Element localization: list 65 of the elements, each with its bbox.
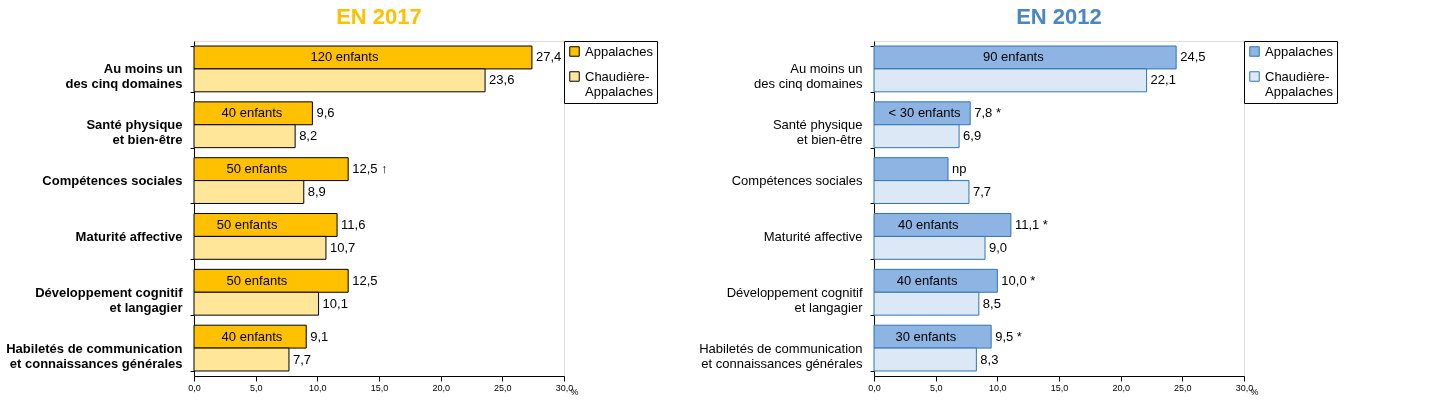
data-label: np xyxy=(952,161,967,177)
chart-title: EN 2017 xyxy=(336,4,422,29)
chart-title: EN 2012 xyxy=(1016,4,1102,29)
data-label: 11,6 xyxy=(341,216,366,232)
y-tick-label: Maturité affective xyxy=(763,228,863,244)
y-tick-label: Santé physique et bien-être xyxy=(86,117,183,148)
annotation: 50 enfants xyxy=(226,272,288,288)
data-label: 10,7 xyxy=(329,239,356,255)
data-label: 24,5 xyxy=(1180,49,1206,65)
x-tick-label: 0,0 xyxy=(188,382,201,393)
annotation: 50 enfants xyxy=(226,161,288,177)
y-tick-label: Au moins un des cinq domaines xyxy=(65,61,183,92)
y-tick-label: Maturité affective xyxy=(75,228,183,244)
data-label: 8,3 xyxy=(980,351,999,367)
data-label: 9,6 xyxy=(316,105,335,121)
y-tick-label: Habiletés de communication et connaissances générales xyxy=(699,340,863,371)
data-label: 12,5 ↑ xyxy=(352,161,388,177)
legend-label: Appalaches xyxy=(585,43,654,59)
data-label: 9,0 xyxy=(989,239,1008,255)
annotation: 40 enfants xyxy=(221,105,283,121)
x-tick-label: 15,0 xyxy=(1050,382,1069,393)
annotation: 90 enfants xyxy=(983,49,1045,65)
y-tick-label: Compétences sociales xyxy=(731,173,863,189)
x-tick-label: 15,0 xyxy=(370,382,389,393)
data-label: 9,5 * xyxy=(995,328,1022,344)
data-label: 12,5 xyxy=(352,272,378,288)
data-label: 7,7 xyxy=(292,351,312,367)
legend-label: Chaudière-Appalaches xyxy=(585,68,654,99)
y-tick-label: Développement cognitif et langagier xyxy=(35,284,184,315)
x-tick-label: 25,0 xyxy=(1174,382,1192,393)
annotation: < 30 enfants xyxy=(888,105,962,121)
y-tick-label: Développement cognitif et langagier xyxy=(726,284,864,315)
annotation: 30 enfants xyxy=(895,328,957,344)
data-label: 6,9 xyxy=(963,128,982,144)
data-label: 7,8 * xyxy=(974,105,1001,121)
y-tick-label: Santé physique et bien-être xyxy=(772,117,863,148)
data-label: 22,1 xyxy=(1150,72,1176,88)
y-tick-label: Habiletés de communication et connaissances générales xyxy=(6,340,183,371)
x-tick-label: 5,0 xyxy=(249,382,263,393)
data-label: 27,4 xyxy=(535,49,562,65)
annotation: 40 enfants xyxy=(221,328,283,344)
x-tick-label: 0,0 xyxy=(868,382,881,393)
annotation: 120 enfants xyxy=(310,49,379,65)
data-label: 10,1 xyxy=(322,295,348,311)
x-tick-label: 10,0 xyxy=(309,382,327,393)
data-label: 11,1 * xyxy=(1014,216,1048,232)
y-tick-label: Compétences sociales xyxy=(42,173,183,189)
x-tick-label: 20,0 xyxy=(1112,382,1130,393)
annotation: 40 enfants xyxy=(897,216,960,232)
annotation: 50 enfants xyxy=(216,216,278,232)
y-tick-label: Au moins un des cinq domaines xyxy=(754,61,863,92)
data-label: 8,9 xyxy=(307,184,326,200)
data-label: 23,6 xyxy=(489,72,515,88)
x-tick-label: 25,0 xyxy=(494,382,512,393)
data-label: 8,5 xyxy=(982,295,1001,311)
x-tick-label: 5,0 xyxy=(929,382,943,393)
data-label: 10,0 * xyxy=(1001,272,1036,288)
data-label: 8,2 xyxy=(299,128,318,144)
data-label: 7,7 xyxy=(972,184,992,200)
x-tick-label: 10,0 xyxy=(989,382,1007,393)
x-tick-label: 20,0 xyxy=(432,382,450,393)
legend-label: Appalaches xyxy=(1265,43,1334,59)
annotation: 40 enfants xyxy=(896,272,958,288)
legend-label: Chaudière-Appalaches xyxy=(1265,68,1334,99)
data-label: 9,1 xyxy=(310,328,329,344)
